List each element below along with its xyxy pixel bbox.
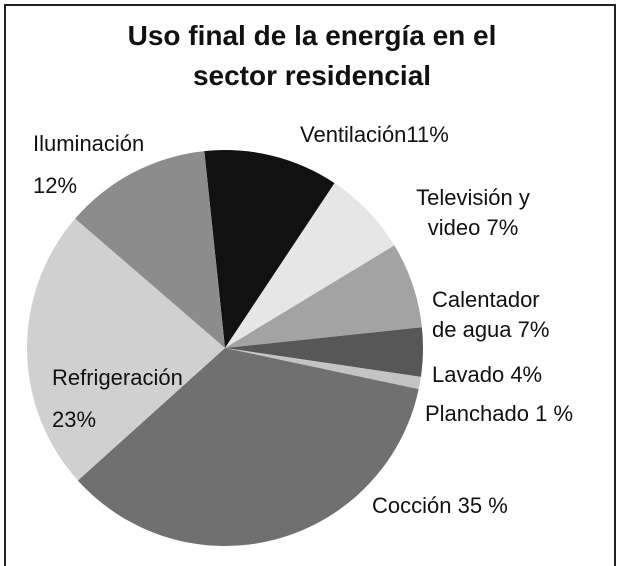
category-label: Calentador de agua <box>432 287 540 342</box>
value-label: 11% <box>406 122 449 147</box>
value-label: 23% <box>52 407 97 432</box>
value-label: 1 % <box>535 401 574 426</box>
category-label: Lavado <box>432 362 505 387</box>
pie-slice <box>27 218 225 481</box>
frame <box>4 4 616 566</box>
category-label: Televisión y video <box>416 185 530 240</box>
slice-label: Planchado 1 % <box>425 399 573 429</box>
category-label: Iluminación <box>33 131 145 156</box>
chart-title: Uso final de la energía en el sector res… <box>127 20 497 91</box>
slice-label: Calentador de agua 7% <box>432 285 564 345</box>
pie-slice <box>225 245 422 348</box>
slice-label: Cocción 35 % <box>372 491 508 521</box>
value-label: 7% <box>517 317 550 342</box>
pie-slice <box>204 150 335 348</box>
pie-slice <box>77 348 419 547</box>
category-label: Ventilación <box>300 122 407 147</box>
value-label: 7% <box>486 215 519 240</box>
value-label: 12% <box>33 173 78 198</box>
category-label: Planchado <box>425 401 529 426</box>
value-label: 4% <box>510 362 543 387</box>
slice-label: Televisión y video 7% <box>398 183 548 243</box>
slice-label: Lavado 4% <box>432 360 542 390</box>
pie-slice <box>225 183 395 348</box>
pie-slice <box>225 327 423 377</box>
value-label: 35 % <box>457 493 508 518</box>
pie-slice <box>75 151 225 348</box>
category-label: Refrigeración <box>52 365 183 390</box>
slice-label: Refrigeración 23% <box>52 357 183 441</box>
slice-label: Iluminación 12% <box>33 123 144 207</box>
pie-slice <box>225 348 421 390</box>
category-label: Cocción <box>372 493 452 518</box>
slice-label: Ventilación11% <box>300 120 449 150</box>
